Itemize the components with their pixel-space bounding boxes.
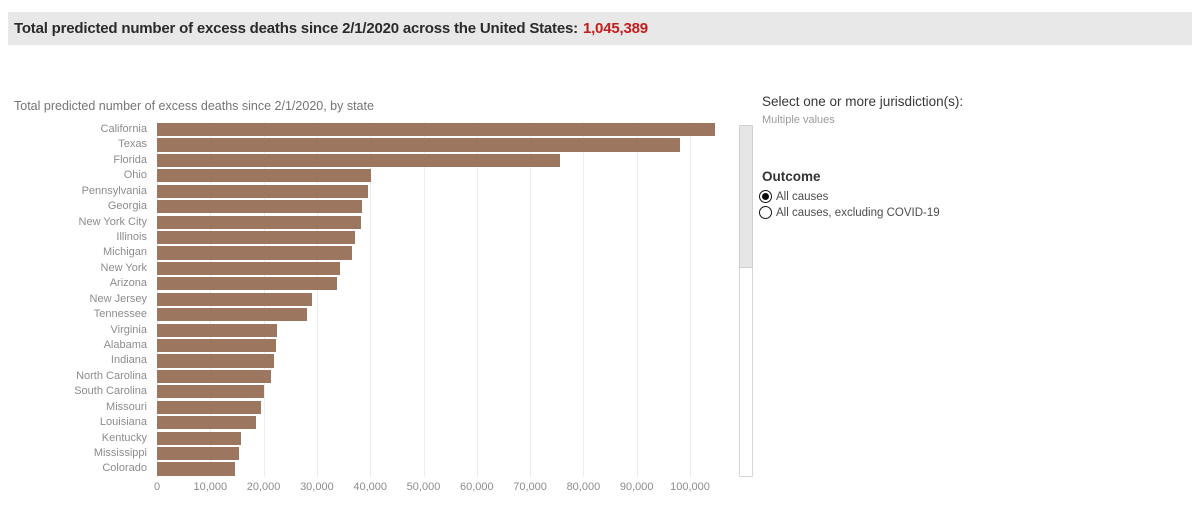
outcome-filter-label: Outcome bbox=[762, 169, 821, 184]
outcome-option-all-causes-excluding-covid-19[interactable]: All causes, excluding COVID-19 bbox=[759, 205, 940, 220]
y-label: Texas bbox=[118, 138, 147, 151]
bar-louisiana[interactable] bbox=[157, 416, 256, 430]
y-label: Michigan bbox=[102, 246, 147, 259]
y-label: Georgia bbox=[107, 200, 147, 213]
outcome-radio-group: All causes All causes, excluding COVID-19 bbox=[759, 189, 940, 221]
gridline bbox=[690, 122, 691, 477]
y-label: South Carolina bbox=[74, 385, 147, 398]
y-label: Tennessee bbox=[93, 308, 147, 321]
x-tick-label: 40,000 bbox=[353, 481, 388, 493]
y-label: Kentucky bbox=[101, 431, 147, 444]
bar-new-jersey[interactable] bbox=[157, 292, 312, 306]
gridline bbox=[370, 122, 372, 477]
y-label: Mississippi bbox=[93, 447, 147, 460]
chart-title: Total predicted number of excess deaths … bbox=[14, 99, 374, 113]
y-label: Illinois bbox=[116, 231, 147, 243]
chart-scrollbar[interactable] bbox=[739, 125, 753, 477]
y-label: Arizona bbox=[109, 277, 147, 290]
outcome-option-all-causes[interactable]: All causes bbox=[759, 189, 940, 204]
outcome-option-label: All causes bbox=[776, 190, 829, 203]
gridline bbox=[316, 122, 318, 477]
y-label: North Carolina bbox=[76, 369, 147, 382]
header-banner: Total predicted number of excess deaths … bbox=[8, 12, 1192, 45]
outcome-option-label: All causes, excluding COVID-19 bbox=[776, 206, 940, 219]
y-axis-labels: California Texas Florida Ohio Pennsylvania Ge… bbox=[0, 122, 152, 478]
gridline bbox=[476, 122, 478, 477]
bar-colorado[interactable] bbox=[157, 462, 236, 476]
x-tick-label: 90,000 bbox=[619, 481, 654, 493]
x-tick-label: 100,000 bbox=[670, 481, 710, 493]
gridline bbox=[423, 122, 425, 477]
bar-virginia[interactable] bbox=[157, 323, 277, 337]
y-label: Missouri bbox=[106, 400, 147, 413]
header-total-value: 1,045,389 bbox=[582, 20, 648, 37]
gridline bbox=[636, 122, 638, 477]
x-tick-label: 60,000 bbox=[459, 481, 494, 493]
radio-selected-icon[interactable] bbox=[759, 190, 772, 203]
gridline bbox=[530, 122, 532, 477]
x-tick-label: 80,000 bbox=[566, 481, 601, 493]
y-label: New York City bbox=[78, 215, 147, 228]
bar-illinois[interactable] bbox=[157, 231, 356, 245]
y-label: Colorado bbox=[102, 462, 147, 475]
bar-texas[interactable] bbox=[157, 138, 681, 152]
header-banner-text: Total predicted number of excess deaths … bbox=[14, 20, 578, 37]
bar-florida[interactable] bbox=[157, 153, 561, 168]
jurisdiction-filter-label: Select one or more jurisdiction(s): bbox=[762, 94, 964, 109]
bar-new-york[interactable] bbox=[157, 261, 341, 276]
gridline bbox=[583, 122, 585, 477]
x-tick-label: 0 bbox=[153, 481, 161, 493]
y-label: Louisiana bbox=[99, 416, 147, 429]
x-tick-label: 50,000 bbox=[406, 481, 441, 493]
y-label: California bbox=[100, 123, 147, 135]
bar-missouri[interactable] bbox=[157, 400, 261, 414]
jurisdiction-dropdown[interactable]: Multiple values bbox=[762, 114, 835, 126]
x-axis: 0 10,000 20,000 30,000 40,000 50,000 60,000 70,… bbox=[153, 481, 757, 497]
bar-south-carolina[interactable] bbox=[157, 385, 265, 399]
bar-new-york-city[interactable] bbox=[157, 215, 362, 229]
bar-pennsylvania[interactable] bbox=[157, 184, 369, 198]
y-label: Indiana bbox=[110, 354, 147, 367]
bar-mississippi[interactable] bbox=[157, 447, 240, 461]
bar-georgia[interactable] bbox=[157, 200, 363, 214]
y-label: Pennsylvania bbox=[81, 184, 147, 197]
bar-indiana[interactable] bbox=[157, 354, 275, 368]
bar-alabama[interactable] bbox=[157, 339, 277, 353]
plot-area bbox=[157, 122, 723, 477]
y-label: New Jersey bbox=[89, 292, 147, 305]
x-tick-label: 20,000 bbox=[246, 481, 281, 493]
y-label: Virginia bbox=[110, 323, 148, 336]
x-tick-label: 30,000 bbox=[300, 481, 334, 493]
y-label: Alabama bbox=[103, 339, 147, 352]
bar-north-carolina[interactable] bbox=[157, 369, 271, 384]
bar-tennessee[interactable] bbox=[157, 308, 307, 322]
bar-california[interactable] bbox=[157, 123, 716, 137]
bar-kentucky[interactable] bbox=[157, 431, 241, 445]
radio-unselected-icon[interactable] bbox=[759, 206, 772, 219]
bar-michigan[interactable] bbox=[157, 246, 353, 260]
bar-arizona[interactable] bbox=[157, 277, 337, 291]
x-tick-label: 10,000 bbox=[193, 481, 228, 493]
y-label: New York bbox=[100, 261, 147, 274]
x-tick-label: 70,000 bbox=[513, 481, 547, 493]
y-label: Florida bbox=[113, 153, 147, 166]
scrollbar-thumb[interactable] bbox=[739, 125, 753, 268]
y-label: Ohio bbox=[123, 169, 147, 182]
bar-ohio[interactable] bbox=[157, 169, 371, 183]
